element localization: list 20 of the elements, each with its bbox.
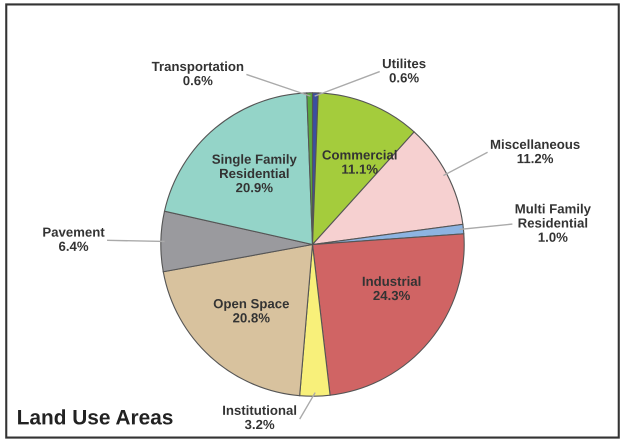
data-label: 11.1% [342,164,378,174]
data-label: 0.6% [183,76,213,86]
slice-label: Open Space [214,298,289,311]
slice-label: Industrial [362,276,420,286]
slice-label: Miscellaneous [490,139,580,150]
data-label: 0.6% [390,73,419,82]
data-label: 20.8% [233,313,270,323]
data-label: 11.2% [518,154,554,164]
slice-label: Institutional [223,405,296,415]
slice-label: Pavement [43,228,105,237]
data-label: 3.2% [244,420,274,430]
data-label: 6.4% [58,242,88,251]
slice-label: Utilites [382,58,426,68]
slice-label: Single Family Residential [212,154,297,178]
slice-label: Multi Family Residential [516,204,591,228]
data-label: 24.3% [373,290,410,300]
text: Land Use Areas [18,409,173,425]
slice-label: Transportation [152,61,244,74]
data-label: 20.9% [236,182,273,192]
data-label: 1.0% [538,232,568,242]
